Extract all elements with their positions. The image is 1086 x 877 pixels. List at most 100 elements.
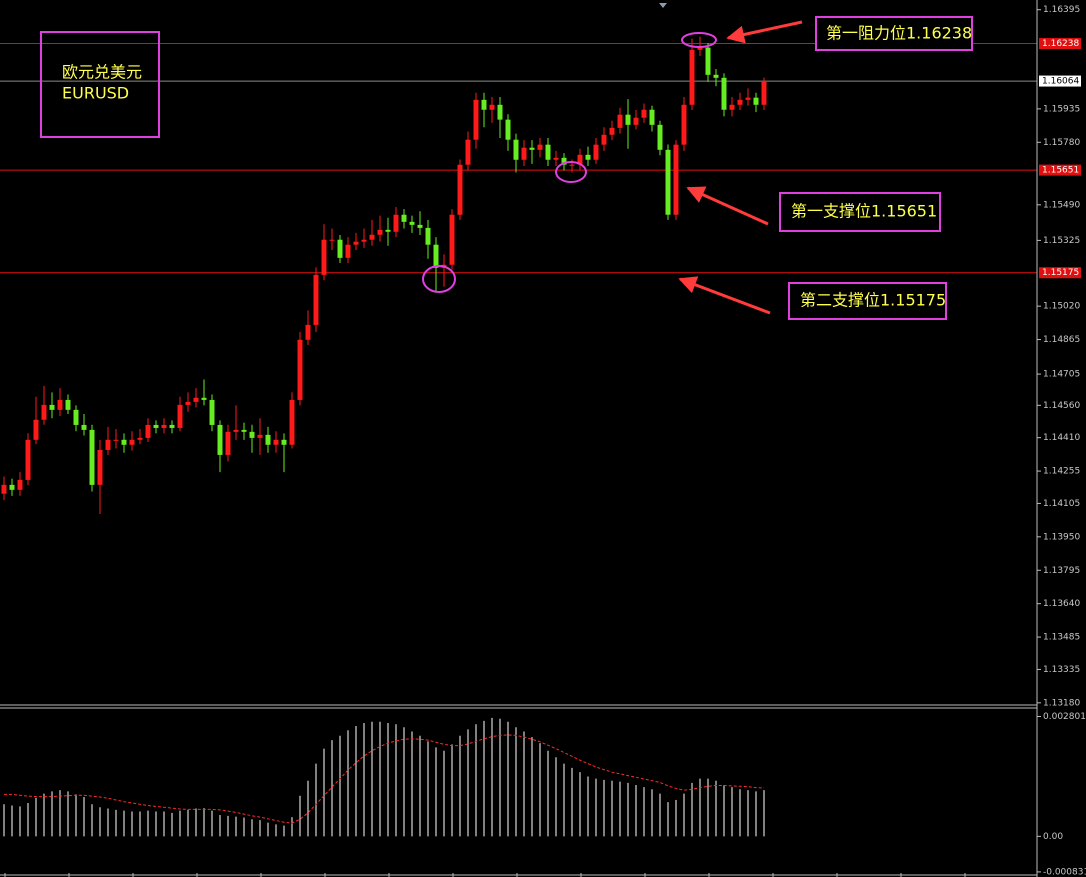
level-label: 1.15175 — [1042, 268, 1079, 278]
candle-body — [289, 399, 295, 445]
candle-body — [649, 109, 655, 125]
candle-body — [569, 164, 575, 166]
annotation: 第二支撑位1.15175 — [800, 291, 946, 310]
candle-body — [433, 244, 439, 268]
annotation: 第一支撑位1.15651 — [791, 202, 937, 221]
candle-body — [401, 214, 407, 222]
y-tick-label: 1.14865 — [1043, 335, 1080, 345]
candle-body — [329, 239, 335, 241]
candle-body — [217, 424, 223, 455]
candle-body — [585, 154, 591, 160]
candle-body — [705, 47, 711, 75]
level-label: 1.16238 — [1042, 39, 1079, 49]
candle-body — [361, 239, 367, 242]
level-label-box — [1039, 164, 1081, 176]
candle-body — [385, 229, 391, 232]
symbol-code: EURUSD — [62, 84, 129, 103]
y-tick-label: 1.14105 — [1043, 499, 1080, 509]
candle-body — [153, 424, 159, 428]
candle-body — [233, 429, 239, 432]
candle-body — [505, 119, 511, 140]
candle-body — [145, 424, 151, 438]
candle-body — [257, 434, 263, 438]
y-tick-label: 1.15935 — [1043, 104, 1080, 114]
highlight-ellipse — [681, 32, 717, 48]
plot-layers — [0, 36, 1037, 837]
y-tick-label: 1.16395 — [1043, 5, 1080, 15]
candle-body — [457, 164, 463, 215]
y-tick-label: 1.14255 — [1043, 467, 1080, 477]
candle-body — [521, 147, 527, 160]
candle-body — [721, 77, 727, 110]
symbol-name: 欧元兑美元 — [62, 63, 142, 82]
candle-body — [753, 97, 759, 105]
candle-body — [761, 81, 767, 105]
y-tick-label: 0.00 — [1043, 832, 1063, 842]
candle-body — [209, 399, 215, 425]
candle-body — [545, 144, 551, 160]
candle-body — [1, 484, 7, 494]
level-label-box — [1039, 38, 1081, 50]
y-tick-label: 1.14410 — [1043, 433, 1080, 443]
candle-body — [273, 439, 279, 445]
candle-body — [281, 439, 287, 445]
shift-marker — [659, 3, 667, 8]
level-label: 1.15651 — [1042, 166, 1079, 176]
candle-body — [297, 339, 303, 400]
candle-body — [137, 437, 143, 440]
candle-body — [617, 114, 623, 128]
candle-body — [625, 114, 631, 125]
candle-body — [393, 214, 399, 232]
candle-body — [105, 439, 111, 450]
candle-body — [185, 401, 191, 405]
candle-body — [249, 431, 255, 438]
candle-body — [553, 157, 559, 160]
candle-body — [17, 479, 23, 490]
annotation-layer: 欧元兑美元 EURUSD 第一阻力位1.16238 第一支撑位1.15651 第… — [40, 16, 973, 320]
y-tick-label: -0.000831 — [1043, 867, 1086, 877]
candle-body — [65, 399, 71, 410]
candle-body — [473, 99, 479, 140]
candle-body — [697, 47, 703, 50]
annotation-box — [815, 16, 973, 51]
candle-body — [305, 324, 311, 340]
candle-body — [425, 227, 431, 245]
candle-body — [737, 99, 743, 105]
arrow — [726, 20, 803, 44]
candle-body — [369, 234, 375, 240]
y-tick-label: 1.13950 — [1043, 532, 1080, 542]
highlight-ellipse — [422, 265, 456, 293]
y-tick-label: 1.13180 — [1043, 698, 1080, 708]
y-tick-label: 1.14705 — [1043, 370, 1080, 380]
candle-body — [409, 221, 415, 225]
annotation-box — [779, 192, 941, 232]
candle-body — [665, 149, 671, 215]
candle-body — [633, 117, 639, 125]
candle-body — [113, 439, 119, 441]
y-tick-label: 1.15490 — [1043, 200, 1080, 210]
candle-body — [97, 449, 103, 485]
candle-body — [489, 104, 495, 110]
symbol-box — [40, 31, 160, 138]
y-tick-label: 1.13485 — [1043, 633, 1080, 643]
candle-body — [161, 424, 167, 428]
candle-body — [449, 214, 455, 265]
level-label-box — [1039, 267, 1081, 279]
candle-body — [121, 439, 127, 445]
y-tick-label: 1.15325 — [1043, 236, 1080, 246]
candle-body — [177, 404, 183, 428]
arrow — [686, 186, 769, 226]
candle-body — [89, 429, 95, 485]
candle-body — [321, 239, 327, 275]
candle-body — [9, 484, 15, 490]
candle-body — [201, 397, 207, 400]
annotation: 第一阻力位1.16238 — [826, 24, 972, 43]
level-label: 1.16064 — [1042, 77, 1079, 87]
candle-body — [601, 134, 607, 145]
candle-body — [81, 424, 87, 430]
candle-body — [729, 104, 735, 110]
candle-body — [241, 429, 247, 432]
y-tick-label: 1.14560 — [1043, 401, 1080, 411]
y-tick-label: 1.13795 — [1043, 566, 1080, 576]
candle-body — [345, 244, 351, 258]
